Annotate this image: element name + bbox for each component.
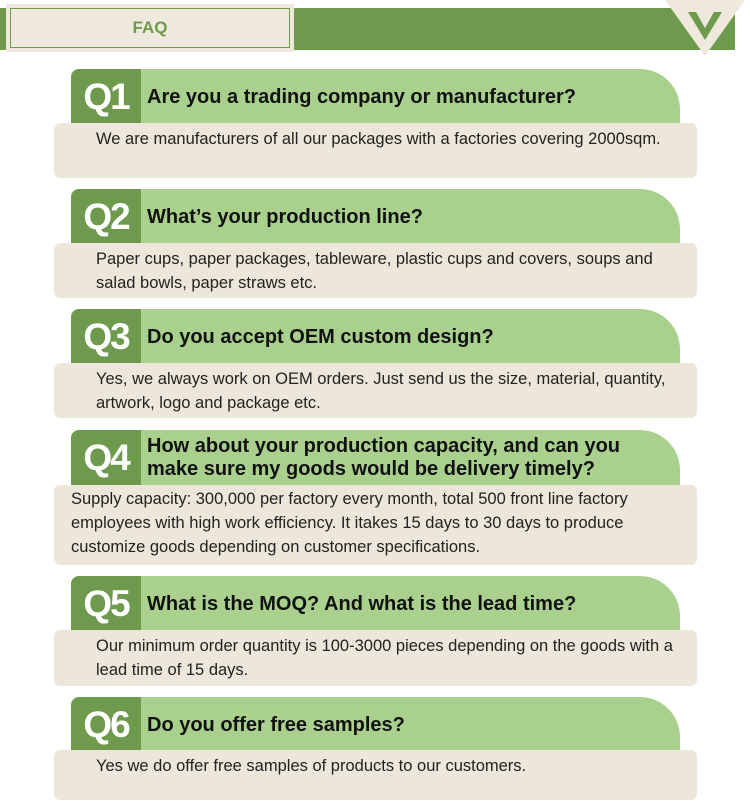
question-number: Q2 <box>71 189 141 245</box>
answer-text: Yes we do offer free samples of products… <box>54 750 697 800</box>
question-number: Q6 <box>71 697 141 753</box>
faq-title: FAQ <box>10 8 290 48</box>
question-header: Q2 What’s your production line? <box>71 189 680 245</box>
answer-text: Supply capacity: 300,000 per factory eve… <box>54 485 697 565</box>
question-text: How about your production capacity, and … <box>147 435 621 480</box>
question-number: Q4 <box>71 430 141 486</box>
answer-text: We are manufacturers of all our packages… <box>54 123 697 178</box>
question-text: Do you offer free samples? <box>147 713 405 736</box>
question-header: Q5 What is the MOQ? And what is the lead… <box>71 576 680 632</box>
question-header: Q4 How about your production capacity, a… <box>71 430 680 486</box>
answer-text: Yes, we always work on OEM orders. Just … <box>54 363 697 418</box>
question-text: What is the MOQ? And what is the lead ti… <box>147 592 577 615</box>
logo-icon <box>665 0 745 56</box>
question-text: Are you a trading company or manufacture… <box>147 85 576 108</box>
answer-text: Paper cups, paper packages, tableware, p… <box>54 243 697 298</box>
question-text: Do you accept OEM custom design? <box>147 325 494 348</box>
question-header: Q3 Do you accept OEM custom design? <box>71 309 680 365</box>
faq-title-box: FAQ <box>6 4 294 52</box>
question-header: Q1 Are you a trading company or manufact… <box>71 69 680 125</box>
question-number: Q3 <box>71 309 141 365</box>
question-text: What’s your production line? <box>147 205 423 228</box>
question-header: Q6 Do you offer free samples? <box>71 697 680 753</box>
question-number: Q1 <box>71 69 141 125</box>
answer-text: Our minimum order quantity is 100-3000 p… <box>54 630 697 686</box>
question-number: Q5 <box>71 576 141 632</box>
